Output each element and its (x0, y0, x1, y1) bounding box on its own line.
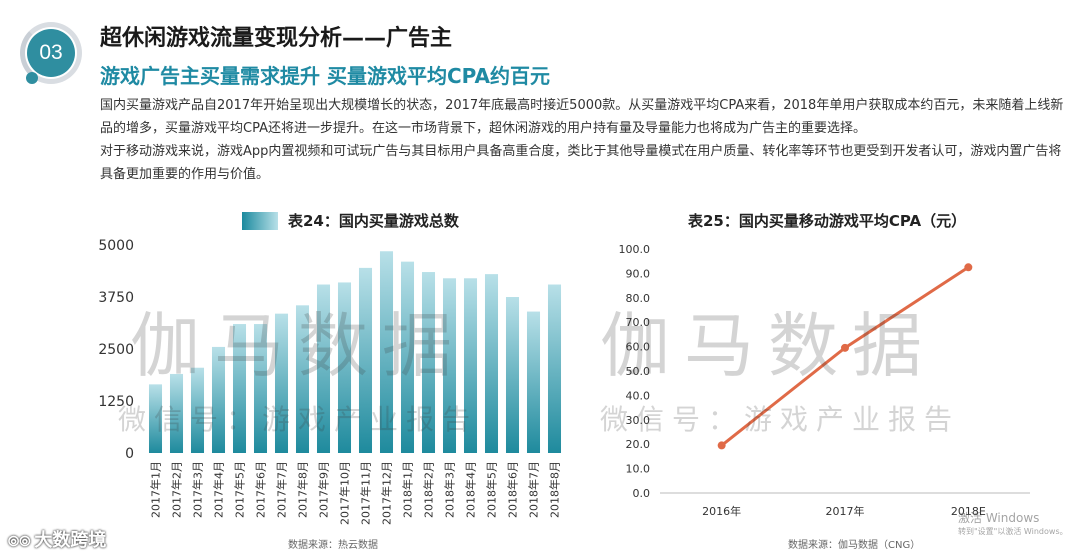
windows-activation-line1: 激活 Windows (958, 511, 1040, 525)
line-chart-title: 表25：国内买量移动游戏平均CPA（元） (688, 212, 967, 230)
line-x-tick-label: 2016年 (702, 504, 741, 518)
badge-ring (20, 22, 82, 84)
page-title: 超休闲游戏流量变现分析——广告主 (100, 26, 453, 51)
bar-y-tick-label: 0 (125, 446, 134, 462)
cpa-point (964, 263, 973, 272)
bar-legend-swatch (242, 212, 278, 230)
bar-x-tick-label: 2017年8月 (296, 461, 310, 518)
section-badge: 03 (14, 16, 88, 90)
bar-x-tick-label: 2017年1月 (149, 461, 163, 518)
watermark-large-right: 伽马数据 (600, 305, 936, 387)
bar-x-tick-label: 2017年3月 (191, 461, 205, 518)
bar-y-tick-label: 3750 (98, 290, 134, 306)
bar-x-tick-label: 2017年7月 (275, 461, 289, 518)
bar-x-tick-label: 2018年2月 (422, 461, 436, 518)
bar-y-tick-label: 5000 (98, 238, 134, 254)
line-y-tick-label: 100.0 (619, 243, 651, 256)
line-y-tick-label: 20.0 (626, 438, 651, 451)
bar-chart-source: 数据来源：热云数据 (288, 540, 378, 551)
bar-x-tick-label: 2018年8月 (548, 461, 562, 518)
bar-x-tick-label: 2018年4月 (464, 461, 478, 518)
footer-logo: ⦾⦾ 大数跨境 (8, 526, 106, 552)
bar-x-tick-label: 2017年12月 (380, 461, 394, 525)
bar (547, 284, 562, 453)
page-subtitle: 游戏广告主买量需求提升 买量游戏平均CPA约百元 (100, 64, 550, 88)
watermark-small-right: 微信号：游戏产业报告 (600, 403, 961, 436)
bar-y-tick-label: 2500 (98, 342, 134, 358)
windows-activation-watermark: 激活 Windows 转到"设置"以激活 Windows。 (958, 512, 1068, 538)
bar-x-tick-label: 2017年4月 (212, 461, 226, 518)
watermark-small-left: 微信号：游戏产业报告 (118, 403, 479, 436)
line-x-tick-label: 2017年 (826, 504, 865, 518)
cpa-point (717, 441, 726, 450)
line-y-tick-label: 10.0 (626, 463, 651, 476)
intro-paragraph-1: 国内买量游戏产品自2017年开始呈现出大规模增长的状态，2017年底最高时接近5… (100, 98, 1064, 136)
bar-x-tick-label: 2017年10月 (338, 461, 352, 525)
bar-x-tick-label: 2017年2月 (170, 461, 184, 518)
windows-activation-line2: 转到"设置"以激活 Windows。 (958, 527, 1068, 536)
bar-x-tick-label: 2017年11月 (359, 461, 373, 525)
bar (526, 311, 541, 453)
line-y-tick-label: 0.0 (633, 487, 651, 500)
line-chart-source: 数据来源：伽马数据（CNG） (788, 540, 921, 551)
watermark-large-left: 伽马数据 (130, 305, 466, 387)
logo-mark-icon: ⦾⦾ (8, 534, 31, 550)
badge-dot (26, 72, 38, 84)
bar-x-tick-label: 2017年9月 (317, 461, 331, 518)
line-y-tick-label: 90.0 (626, 267, 651, 280)
bar-x-tick-label: 2018年1月 (401, 461, 415, 518)
intro-paragraph-2: 对于移动游戏来说，游戏App内置视频和可试玩广告与其目标用户具备高重合度，类比于… (100, 144, 1062, 182)
bar (484, 274, 499, 453)
bar-x-tick-label: 2017年6月 (254, 461, 268, 518)
logo-text: 大数跨境 (34, 530, 107, 551)
intro-text: 国内买量游戏产品自2017年开始呈现出大规模增长的状态，2017年底最高时接近5… (100, 94, 1070, 186)
bar (505, 297, 520, 453)
bar-chart-title: 表24：国内买量游戏总数 (288, 212, 459, 230)
bar-x-tick-label: 2018年6月 (506, 461, 520, 518)
section-number: 03 (27, 29, 75, 77)
bar-x-tick-label: 2018年7月 (527, 461, 541, 518)
bar-x-tick-label: 2017年5月 (233, 461, 247, 518)
bar-x-tick-label: 2018年5月 (485, 461, 499, 518)
bar-x-tick-label: 2018年3月 (443, 461, 457, 518)
